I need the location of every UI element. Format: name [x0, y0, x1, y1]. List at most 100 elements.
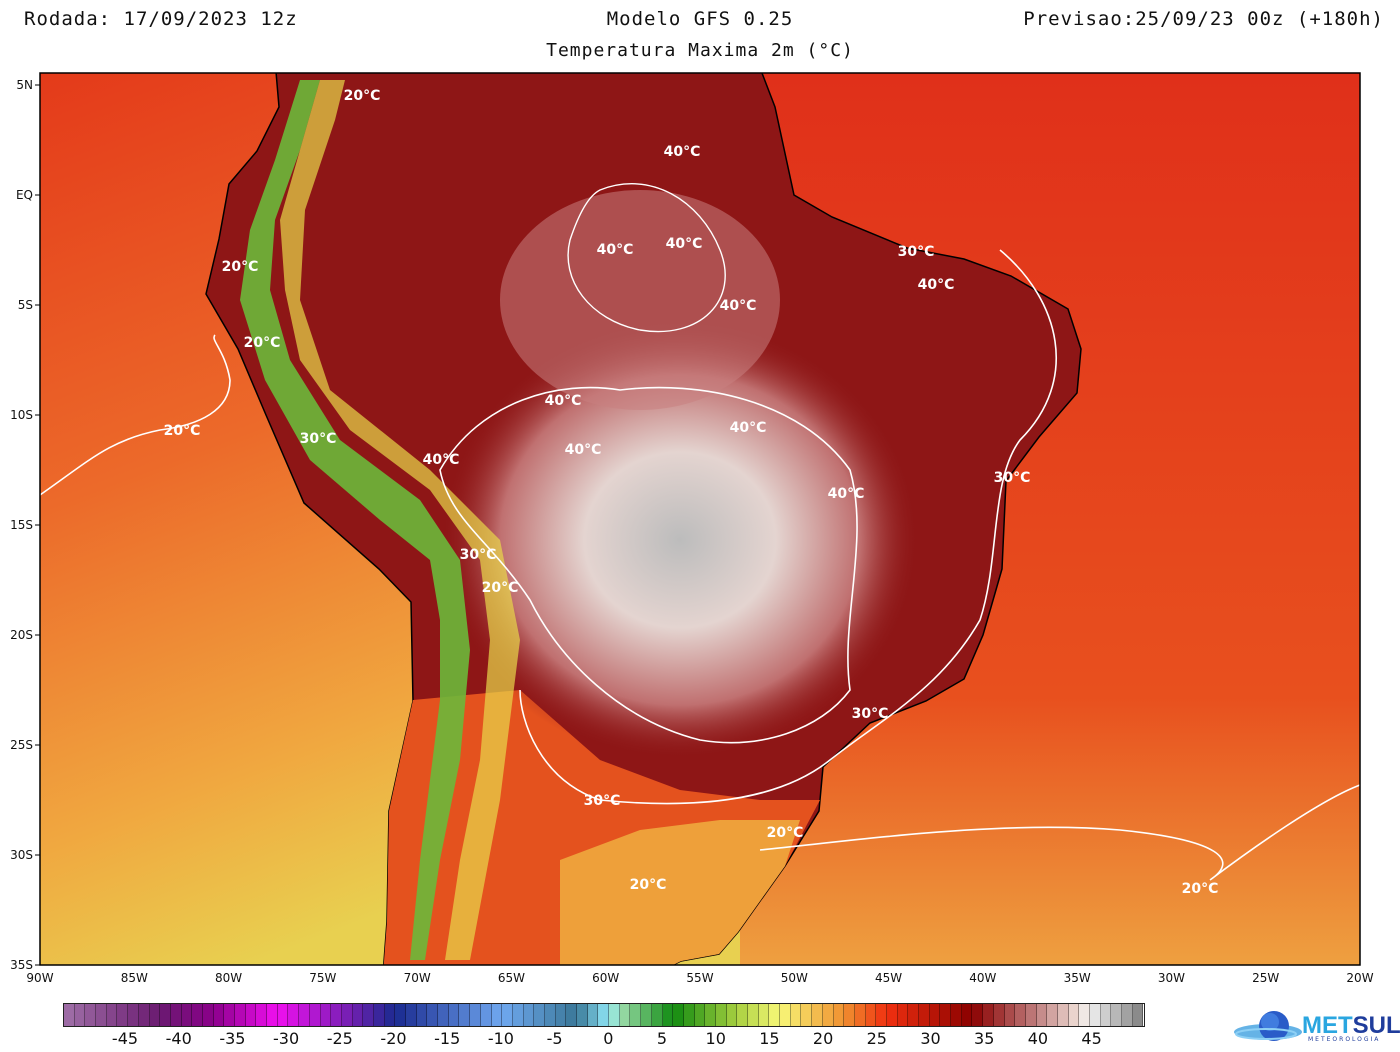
colorbar-bin: [940, 1004, 952, 1026]
colorbar-bin: [790, 1004, 802, 1026]
colorbar-bin: [438, 1004, 449, 1026]
colorbar-tick-label: -25: [326, 1029, 353, 1048]
colorbar-bin: [213, 1004, 225, 1026]
lon-label: 35W: [1064, 971, 1091, 985]
lat-label: 5N: [16, 78, 33, 92]
colorbar-bin: [577, 1004, 588, 1026]
contour-label: 20°C: [244, 335, 281, 351]
colorbar-bin: [235, 1004, 246, 1026]
lon-label: 75W: [309, 971, 336, 985]
contour-label: 30°C: [300, 431, 337, 447]
contour-20c-pacific: [40, 334, 231, 496]
contour-label: 30°C: [460, 547, 497, 563]
colorbar-bin: [812, 1004, 823, 1026]
contour-label: 40°C: [423, 452, 460, 468]
colorbar-bin: [876, 1004, 887, 1026]
colorbar-bin: [427, 1004, 439, 1026]
colorbar-bin: [1090, 1004, 1101, 1026]
contour-label: 20°C: [767, 825, 804, 841]
colorbar-ticks: -45 -40 -35 -30 -25 -20 -15 -10 -5 0 5 10 15 20 25 30 35…: [0, 1029, 1400, 1049]
colorbar-bin: [277, 1004, 289, 1026]
andes-yellow-fringe: [280, 80, 520, 960]
colorbar-bin: [673, 1004, 684, 1026]
colorbar-tick-label: 15: [759, 1029, 780, 1048]
lat-label: 5S: [18, 298, 33, 312]
lon-label: 40W: [969, 971, 996, 985]
colorbar-tick-label: -35: [219, 1029, 246, 1048]
contour-label: 20°C: [630, 877, 667, 893]
metsul-logo: METSUL METEOROLOGIA: [1232, 1008, 1400, 1048]
contour-label: 40°C: [828, 486, 865, 502]
colorbar-bin: [352, 1004, 364, 1026]
lon-label: 80W: [215, 971, 242, 985]
colorbar-bin: [972, 1004, 984, 1026]
model-name-label: Modelo GFS 0.25: [606, 8, 794, 30]
lon-label: 45W: [875, 971, 902, 985]
lon-label: 30W: [1158, 971, 1185, 985]
logo-wordmark: METSUL: [1302, 1012, 1400, 1040]
colorbar-bin: [833, 1004, 845, 1026]
colorbar-tick-label: 30: [920, 1029, 941, 1048]
contour-label: 20°C: [344, 88, 381, 104]
colorbar-bin: [192, 1004, 203, 1026]
colorbar-bin: [780, 1004, 791, 1026]
colorbar-bin: [245, 1004, 257, 1026]
colorbar-bin: [320, 1004, 332, 1026]
colorbar-bin: [288, 1004, 300, 1026]
contour-label: 40°C: [730, 420, 767, 436]
colorbar-bin: [299, 1004, 310, 1026]
colorbar-tick-label: 40: [1027, 1029, 1049, 1048]
globe-logo-icon: [1234, 1011, 1302, 1041]
contour-30c-land: [519, 249, 1057, 805]
colorbar-bin: [897, 1004, 909, 1026]
colorbar-tick-label: -5: [546, 1029, 563, 1048]
lat-label: 35S: [10, 958, 33, 972]
andes-cool-strip: [240, 80, 470, 960]
colorbar-bin: [683, 1004, 695, 1026]
lon-label: 60W: [592, 971, 619, 985]
colorbar-bin: [502, 1004, 513, 1026]
lon-label: 70W: [404, 971, 431, 985]
colorbar-bin: [128, 1004, 139, 1026]
colorbar-bin: [85, 1004, 97, 1026]
colorbar-bin: [598, 1004, 610, 1026]
colorbar-bin: [641, 1004, 652, 1026]
colorbar-bin: [363, 1004, 374, 1026]
colorbar-bin: [96, 1004, 107, 1026]
colorbar-bin: [919, 1004, 930, 1026]
colorbar-bin: [384, 1004, 396, 1026]
colorbar-bin: [715, 1004, 727, 1026]
colorbar-bin: [737, 1004, 748, 1026]
colorbar-tick-label: 0: [603, 1029, 614, 1048]
colorbar-bin: [983, 1004, 994, 1026]
colorbar-bin: [1068, 1004, 1080, 1026]
forecast-time-label: Previsao:25/09/23 00z (+180h): [1023, 8, 1384, 30]
colorbar-bin: [609, 1004, 620, 1026]
colorbar-tick-label: 5: [656, 1029, 668, 1048]
lat-label: 25S: [10, 738, 33, 752]
contour-label: 30°C: [994, 470, 1031, 486]
colorbar-bin: [395, 1004, 406, 1026]
colorbar-bin: [448, 1004, 460, 1026]
colorbar-bin: [202, 1004, 214, 1026]
temperature-map: 20°C 20°C 20°C 20°C 20°C 20°C 20°C 20°C 30°C 30°C…: [10, 72, 1374, 985]
colorbar-bin: [341, 1004, 353, 1026]
colorbar-bin: [149, 1004, 161, 1026]
lon-label: 55W: [686, 971, 713, 985]
contour-label: 40°C: [597, 242, 634, 258]
colorbar-bin: [1057, 1004, 1069, 1026]
contour-label: 40°C: [664, 144, 701, 160]
colorbar-bin: [523, 1004, 535, 1026]
contour-20c-atlantic: [759, 784, 1360, 881]
colorbar-bin: [512, 1004, 524, 1026]
colorbar-bin: [662, 1004, 674, 1026]
contour-label: 20°C: [1182, 881, 1219, 897]
colorbar-bin: [993, 1004, 1005, 1026]
lon-label: 50W: [781, 971, 808, 985]
colorbar-tick-label: -45: [111, 1029, 139, 1048]
colorbar-tick-label: -30: [273, 1029, 300, 1048]
colorbar-tick-label: 20: [812, 1029, 834, 1048]
colorbar-bin: [1036, 1004, 1048, 1026]
colorbar-bin: [748, 1004, 759, 1026]
contour-label: 20°C: [482, 580, 519, 596]
